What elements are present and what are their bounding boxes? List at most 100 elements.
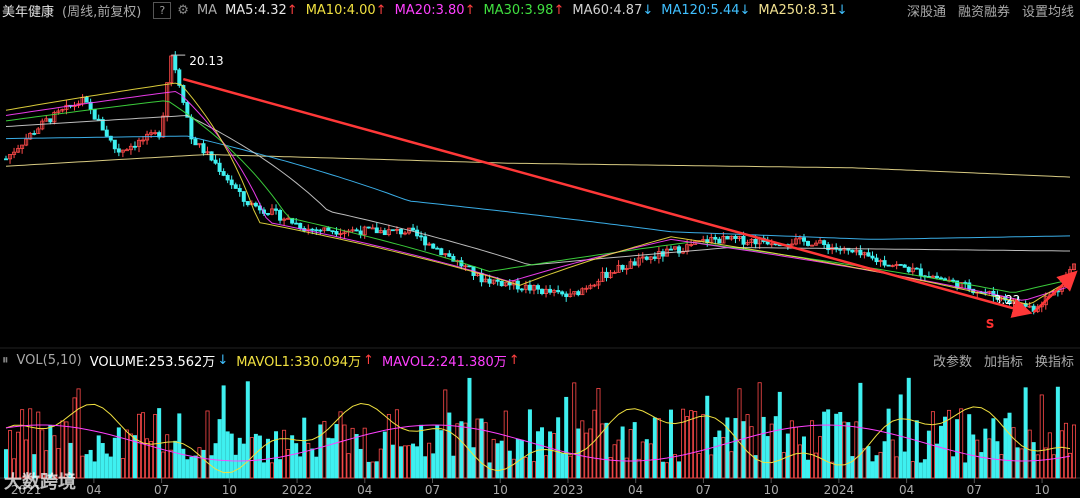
volume-bar (1047, 432, 1052, 479)
volume-bar (342, 424, 347, 479)
stock-name[interactable]: 美年健康 (2, 4, 55, 20)
volume-bar (8, 430, 13, 479)
volume-bar (463, 422, 468, 479)
vol-label: VOL(5,10) (16, 352, 82, 368)
mavol1-line (5, 402, 1071, 474)
volume-bar (88, 449, 93, 479)
candle-body (141, 139, 146, 142)
volume-bar (431, 453, 436, 479)
candle-body (4, 158, 9, 161)
link-item[interactable]: 设置均线 (1021, 4, 1074, 20)
link-item[interactable]: 改参数 (932, 354, 972, 370)
candle-body (822, 240, 827, 246)
volume-bar (1063, 422, 1068, 479)
volume-bar (685, 416, 690, 479)
candle-body (733, 235, 738, 239)
candle-body (797, 237, 802, 240)
volume-bar (939, 425, 944, 479)
volume-bar (459, 421, 464, 479)
ma-values: MA5:4.32↑ MA10:4.00↑ MA20:3.80↑ MA30:3.98↑ M… (225, 3, 856, 18)
candle-body (362, 226, 367, 236)
candle-body (930, 275, 935, 278)
volume-bar (902, 451, 907, 479)
volume-bar (648, 443, 653, 479)
up-arrow-icon: ↑ (553, 2, 565, 18)
x-tick-label: 2024 (824, 483, 855, 497)
candle-body (939, 277, 944, 280)
volume-bar (229, 433, 234, 479)
volume-bar (552, 433, 557, 479)
ma-line-ma120 (5, 135, 1071, 240)
volume-bar (394, 409, 399, 479)
x-tick-label: 07 (696, 483, 711, 497)
candle-body (660, 251, 665, 257)
volume-bar (439, 430, 444, 479)
volume-bar (112, 437, 117, 479)
candle-body (165, 82, 170, 117)
volume-bar (12, 458, 17, 479)
volume-bar (656, 418, 661, 479)
x-tick-label: 2021 (11, 483, 42, 497)
candle-body (600, 271, 605, 282)
volume-bar (531, 461, 536, 479)
volume-bar (479, 418, 484, 479)
volume-bar (205, 410, 210, 479)
candle-body (269, 208, 274, 215)
candle-body (967, 282, 972, 290)
volume-bar (177, 413, 182, 479)
top-links: 深股通 融资融券 设置均线 (907, 1, 1074, 20)
volume-bar (604, 422, 609, 479)
volume-bar (963, 462, 968, 479)
volume-bar (777, 391, 782, 479)
volume-bar (1043, 447, 1048, 479)
volume-bar (145, 438, 150, 479)
volume-bar (120, 458, 125, 479)
volume-bar (983, 428, 988, 479)
volume-bar (84, 454, 89, 479)
candle-body (544, 288, 549, 294)
mavol1-value: MAVOL1:330.094万 (236, 354, 362, 370)
volume-bar (28, 408, 33, 479)
candle-body (20, 144, 25, 149)
link-item[interactable]: 换指标 (1034, 354, 1074, 370)
volume-bar (882, 441, 887, 479)
volume-bar (636, 458, 641, 479)
volume-bar (592, 409, 597, 479)
candle-body (729, 235, 734, 240)
volume-bar (846, 422, 851, 479)
volume-bar (261, 462, 266, 479)
candle-body (322, 227, 327, 231)
volume-bar (677, 461, 682, 479)
settings-gear-icon[interactable]: ⚙ (177, 2, 189, 18)
ma-line-ma60 (5, 114, 1070, 266)
link-item[interactable]: 深股通 (906, 4, 946, 20)
candle-body (378, 230, 383, 234)
link-item[interactable]: 加指标 (983, 354, 1023, 370)
volume-bar (584, 432, 589, 479)
volume-bar (136, 413, 141, 479)
volume-bar (523, 457, 528, 479)
candle-body (233, 184, 238, 189)
collapse-chevron-icon[interactable]: ⏸ (2, 352, 9, 368)
x-tick-label: 2022 (282, 483, 313, 497)
volume-bar (781, 452, 786, 479)
volume-bar (733, 418, 738, 479)
volume-bar (922, 459, 927, 479)
link-item[interactable]: 融资融券 (957, 4, 1010, 20)
candle-body (225, 175, 230, 181)
candle-body (189, 116, 194, 140)
candle-body (870, 255, 875, 259)
candle-body (100, 119, 105, 131)
volume-bar (810, 420, 815, 479)
candle-body (866, 252, 871, 257)
help-icon[interactable]: ? (153, 1, 172, 19)
candle-body (898, 264, 903, 266)
x-tick-label: 07 (154, 483, 169, 497)
volume-bar (689, 410, 694, 479)
candle-body (330, 230, 335, 233)
volume-bar (419, 424, 424, 479)
volume-bar (165, 434, 170, 479)
volume-bar (350, 427, 355, 479)
volume-bar (378, 448, 383, 479)
